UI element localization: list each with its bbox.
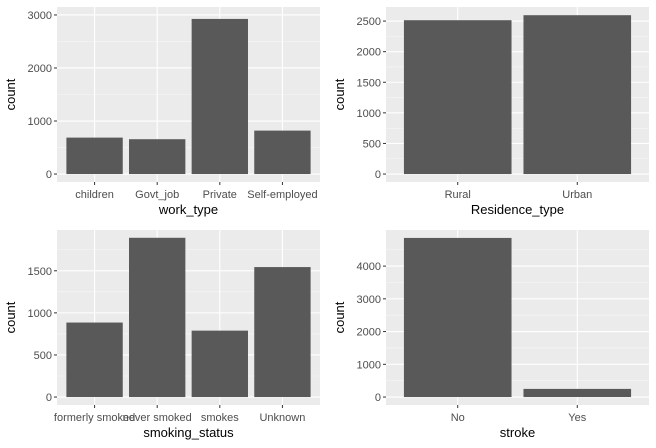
x-tick-label: Yes xyxy=(568,412,586,424)
bar-unknown xyxy=(254,267,311,398)
y-tick-label: 4000 xyxy=(357,261,381,273)
y-tick-label: 2000 xyxy=(28,63,52,75)
y-tick-label: 0 xyxy=(375,169,381,181)
y-axis-title: count xyxy=(3,301,18,333)
bar-self-employed xyxy=(254,130,311,175)
y-tick-label: 1000 xyxy=(357,359,381,371)
bar-govt-job xyxy=(129,139,186,175)
x-tick-label: Self-employed xyxy=(247,189,317,201)
x-tick-label: smokes xyxy=(201,412,239,424)
panel-work_type: 0 1000 2000 3000 children Govt_job Private Self… xyxy=(3,7,320,217)
x-tick-label: Unknown xyxy=(259,412,305,424)
bar-no xyxy=(403,237,512,398)
y-tick-label: 0 xyxy=(46,169,52,181)
bar-private xyxy=(191,18,248,175)
y-tick-label: 2000 xyxy=(357,47,381,59)
x-tick-label: No xyxy=(451,412,465,424)
x-tick-label: formerly smoked xyxy=(54,412,135,424)
y-axis-title: count xyxy=(332,301,347,333)
y-axis-title: count xyxy=(3,78,18,110)
y-tick-label: 500 xyxy=(363,138,381,150)
bar-urban xyxy=(523,15,632,175)
y-tick-label: 1000 xyxy=(28,308,52,320)
y-tick-label: 3000 xyxy=(28,10,52,22)
x-axis-title: smoking_status xyxy=(143,425,234,440)
x-tick-label: never smoked xyxy=(123,412,192,424)
panel-stroke: 0 1000 2000 3000 4000 No Yes stroke count xyxy=(332,230,649,440)
y-tick-label: 1000 xyxy=(28,116,52,128)
y-tick-label: 0 xyxy=(375,392,381,404)
y-tick-label: 1500 xyxy=(28,266,52,278)
x-axis-title: Residence_type xyxy=(471,202,564,217)
panel-residence_type: 0 500 1000 1500 2000 2500 Rural UrbanResidence_… xyxy=(332,7,649,217)
y-tick-label: 1500 xyxy=(357,77,381,89)
x-tick-label: Govt_job xyxy=(135,189,179,201)
x-tick-label: Rural xyxy=(445,189,471,201)
bar-never-smoked xyxy=(129,237,186,398)
x-tick-label: children xyxy=(75,189,114,201)
y-tick-label: 0 xyxy=(46,392,52,404)
bar-smokes xyxy=(191,330,248,398)
bar-yes xyxy=(523,388,632,398)
y-axis-title: count xyxy=(332,78,347,110)
x-axis-title: work_type xyxy=(158,202,218,217)
bar-formerly-smoked xyxy=(66,322,123,398)
bar-children xyxy=(66,137,123,175)
x-axis-title: stroke xyxy=(500,425,535,440)
y-tick-label: 2500 xyxy=(357,16,381,28)
x-tick-label: Urban xyxy=(562,189,592,201)
y-tick-label: 2000 xyxy=(357,327,381,339)
x-tick-label: Private xyxy=(203,189,237,201)
y-tick-label: 500 xyxy=(34,350,52,362)
y-tick-label: 3000 xyxy=(357,294,381,306)
y-tick-label: 1000 xyxy=(357,108,381,120)
bar-rural xyxy=(403,20,512,175)
